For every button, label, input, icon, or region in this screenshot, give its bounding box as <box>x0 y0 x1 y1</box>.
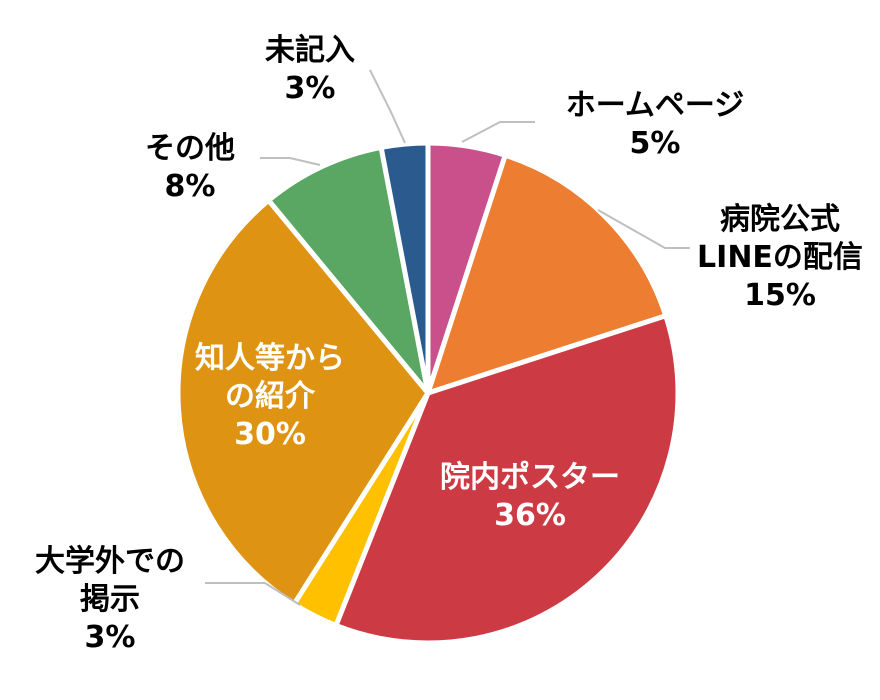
leader-lines <box>205 69 690 606</box>
slice-label-line: 大学外での <box>35 544 185 579</box>
slice-label-line: ホームページ <box>566 88 745 123</box>
slice-label-6: その他 8% <box>145 131 235 204</box>
leader-line-7 <box>369 69 406 144</box>
pie-slice-6 <box>265 144 431 395</box>
pie-slices <box>175 140 681 646</box>
leader-line-2 <box>597 209 690 249</box>
leader-line-6 <box>260 157 321 166</box>
slice-label-line: 8% <box>165 169 216 204</box>
pie-slice-5 <box>175 196 432 608</box>
slice-label-line: の紹介 <box>225 379 316 414</box>
pie-slice-3 <box>332 312 681 646</box>
slice-label-line: 知人等から <box>195 341 345 376</box>
slice-label-line: 未記入 <box>265 33 355 68</box>
slice-label-2: 病院公式 LINEの配信 15% <box>697 202 863 313</box>
slice-label-line: 病院公式 <box>720 202 840 237</box>
slice-label-line: その他 <box>145 131 235 166</box>
slice-label-line: 掲示 <box>80 582 140 617</box>
slice-label-line: 3% <box>285 71 336 106</box>
leader-line-4 <box>205 582 301 606</box>
slice-label-line: 5% <box>630 126 681 161</box>
slice-label-1: ホームページ 5% <box>566 88 745 161</box>
slice-label-3: 院内ポスター 36% <box>440 460 620 533</box>
slice-label-line: LINEの配信 <box>697 240 863 275</box>
slice-label-5: 知人等からの紹介 30% <box>195 341 345 452</box>
slice-label-line: 36% <box>494 498 566 533</box>
slice-label-7: 未記入 3% <box>265 33 355 106</box>
slice-label-line: 30% <box>234 417 306 452</box>
slice-label-4: 大学外での掲示 3% <box>35 544 185 655</box>
slice-label-line: 院内ポスター <box>440 460 620 495</box>
pie-slice-7 <box>378 140 431 394</box>
slice-labels: ホームページ 5%病院公式 LINEの配信 15%院内ポスター 36%大学外での掲示 3%… <box>35 33 863 655</box>
leader-line-1 <box>461 121 535 143</box>
slice-label-line: 15% <box>744 278 816 313</box>
slice-label-line: 3% <box>85 620 136 655</box>
